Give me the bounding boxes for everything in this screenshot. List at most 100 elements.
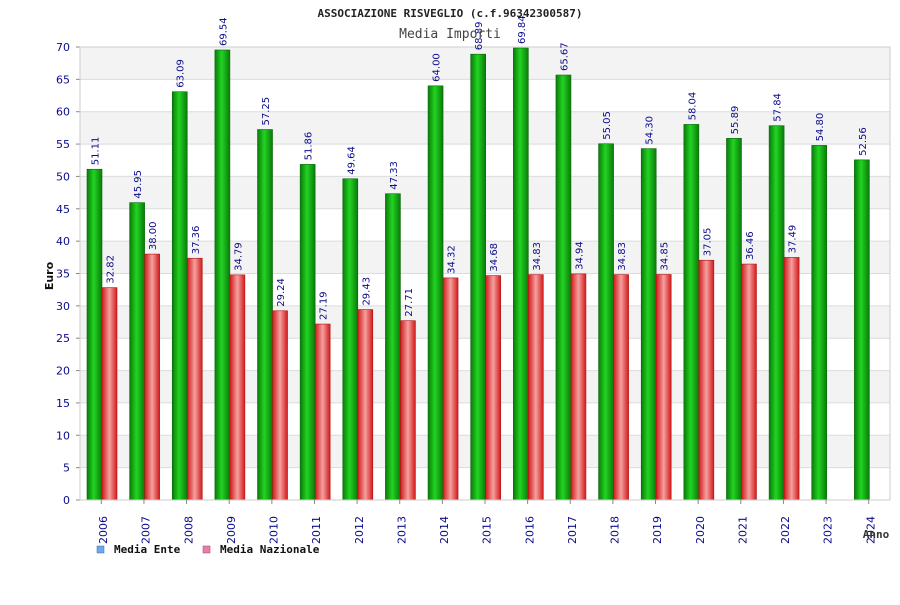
data-label: 34.83 <box>617 242 628 271</box>
bar-media-nazionale <box>101 287 118 501</box>
data-label: 55.89 <box>730 106 741 135</box>
bar-media-nazionale <box>144 253 160 501</box>
data-label: 55.05 <box>602 111 613 140</box>
y-tick-label: 70 <box>56 41 70 54</box>
x-tick-label: 2018 <box>609 516 622 544</box>
legend-swatch-media-ente <box>96 545 105 554</box>
bar-media-nazionale <box>400 320 416 501</box>
data-label: 51.11 <box>91 137 102 166</box>
bar-media-nazionale <box>485 275 501 501</box>
bar-media-ente <box>385 193 401 501</box>
bar-media-ente <box>171 91 188 501</box>
y-tick-label: 45 <box>56 203 70 216</box>
data-label: 69.84 <box>517 15 528 44</box>
bar-media-ente <box>640 148 657 501</box>
x-tick-label: 2015 <box>481 516 494 544</box>
x-tick-label: 2020 <box>694 516 707 544</box>
y-tick-label: 20 <box>56 365 70 378</box>
bar-media-ente <box>427 85 444 501</box>
data-label: 54.80 <box>815 113 826 142</box>
x-tick-label: 2012 <box>353 516 366 544</box>
bar-media-nazionale <box>186 257 203 501</box>
y-tick-label: 55 <box>56 138 70 151</box>
bar-media-ente <box>683 124 700 501</box>
bar-media-ente <box>342 178 359 501</box>
bar-media-nazionale <box>783 257 800 501</box>
bar-media-ente <box>726 138 742 501</box>
data-label: 49.64 <box>346 146 357 175</box>
bar-media-ente <box>257 129 273 501</box>
bar-media-nazionale <box>655 274 672 501</box>
x-tick-label: 2019 <box>651 516 664 544</box>
bar-media-nazionale <box>528 274 544 501</box>
data-label: 34.68 <box>489 243 500 272</box>
legend-swatch-media-nazionale <box>202 545 211 554</box>
bar-media-nazionale <box>314 323 331 501</box>
x-axis-label: Anno <box>863 528 890 541</box>
y-tick-label: 0 <box>63 494 70 507</box>
chart-title: ASSOCIAZIONE RISVEGLIO (c.f.96342300587) <box>318 7 583 20</box>
x-tick-label: 2017 <box>566 516 579 544</box>
data-label: 45.95 <box>133 170 144 199</box>
data-label: 69.54 <box>218 17 229 46</box>
data-label: 34.83 <box>532 242 543 271</box>
x-tick-label: 2011 <box>310 516 323 544</box>
y-tick-label: 15 <box>56 397 70 410</box>
bar-media-nazionale <box>698 259 715 501</box>
data-label: 34.85 <box>660 242 671 271</box>
chart-subtitle: Media Importi <box>399 27 501 42</box>
bar-media-ente <box>598 143 614 501</box>
data-label: 37.36 <box>191 226 202 255</box>
data-label: 63.09 <box>176 59 187 88</box>
y-tick-label: 35 <box>56 268 70 281</box>
data-label: 58.04 <box>687 92 698 121</box>
bar-media-nazionale <box>741 263 757 501</box>
data-label: 65.67 <box>559 42 570 71</box>
bar-media-ente <box>811 145 828 501</box>
y-axis-label: Euro <box>43 261 56 290</box>
x-tick-label: 2007 <box>140 516 153 544</box>
data-label: 34.32 <box>447 245 458 274</box>
x-tick-label: 2021 <box>736 516 749 544</box>
bar-media-nazionale <box>229 274 246 501</box>
bar-media-ente <box>470 53 486 501</box>
bar-media-ente <box>86 168 103 501</box>
y-tick-label: 40 <box>56 235 70 248</box>
data-label: 54.30 <box>645 116 656 145</box>
x-tick-label: 2024 <box>864 516 877 544</box>
data-label: 36.46 <box>745 231 756 260</box>
x-tick-label: 2023 <box>822 516 835 544</box>
data-label: 68.89 <box>474 22 485 51</box>
data-label: 29.43 <box>361 277 372 306</box>
data-label: 27.19 <box>319 291 330 320</box>
x-tick-label: 2010 <box>268 516 281 544</box>
data-label: 34.94 <box>574 241 585 270</box>
bar-media-nazionale <box>357 309 374 501</box>
x-tick-label: 2008 <box>182 516 195 544</box>
y-tick-label: 50 <box>56 170 70 183</box>
x-tick-label: 2009 <box>225 516 238 544</box>
data-label: 37.49 <box>788 225 799 254</box>
x-tick-label: 2022 <box>779 516 792 544</box>
data-label: 47.33 <box>389 161 400 190</box>
x-tick-label: 2014 <box>438 516 451 544</box>
data-label: 27.71 <box>404 288 415 317</box>
bar-media-ente <box>854 159 870 501</box>
data-label: 57.84 <box>773 93 784 122</box>
y-tick-label: 30 <box>56 300 70 313</box>
y-tick-label: 25 <box>56 332 70 345</box>
data-label: 34.79 <box>233 242 244 271</box>
data-label: 32.82 <box>106 255 117 284</box>
bar-media-ente <box>555 74 572 501</box>
bar-media-nazionale <box>570 273 587 501</box>
x-tick-label: 2013 <box>395 516 408 544</box>
bar-media-ente <box>299 164 316 501</box>
bar-media-ente <box>214 49 231 501</box>
bar-media-nazionale <box>442 277 459 501</box>
x-tick-label: 2016 <box>523 516 536 544</box>
y-tick-label: 65 <box>56 73 70 86</box>
bar-media-nazionale <box>272 310 288 501</box>
y-tick-label: 10 <box>56 429 70 442</box>
